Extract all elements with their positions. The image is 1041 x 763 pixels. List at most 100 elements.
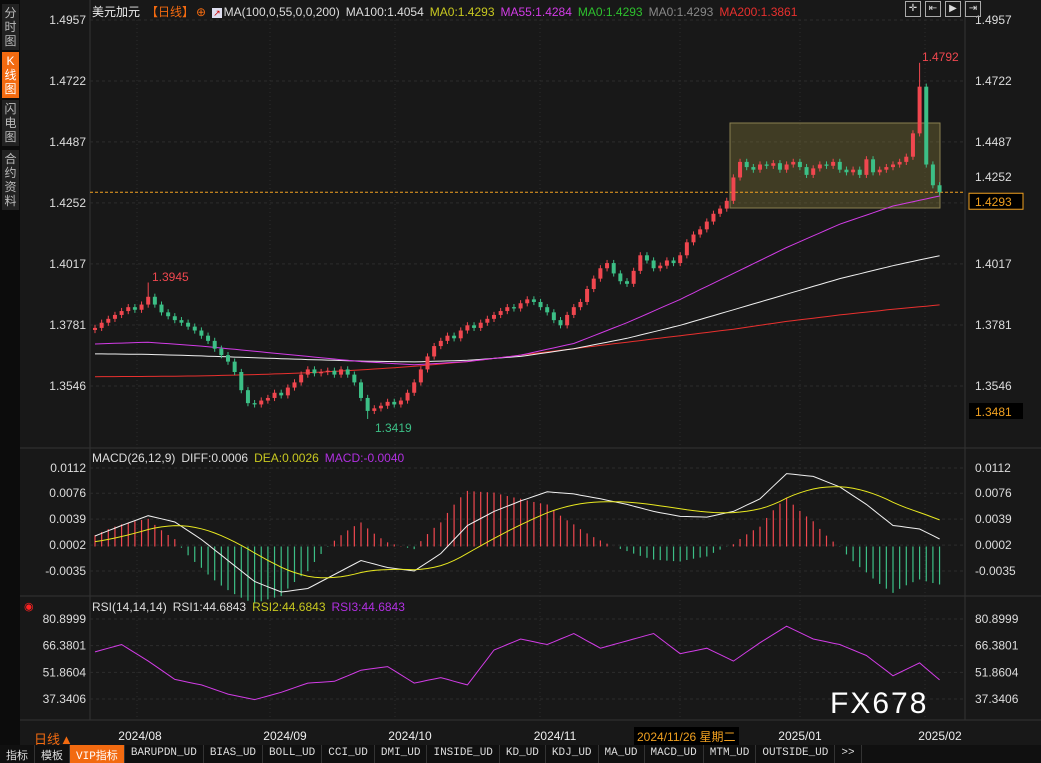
sidebar-item-kline[interactable]: K线图 <box>2 52 19 98</box>
sidebar-item-flash[interactable]: 闪电图 <box>2 100 19 146</box>
x-tick-label: 2024/10 <box>388 729 432 743</box>
candle-body <box>638 255 643 271</box>
candle-body <box>305 369 310 375</box>
ma55-value: MA55:1.4284 <box>500 5 572 19</box>
candle-body <box>937 185 942 193</box>
indicator-tab[interactable]: OUTSIDE_UD <box>756 745 836 763</box>
candle-body <box>751 167 756 170</box>
candle-body <box>398 400 403 405</box>
candle-body <box>884 167 889 170</box>
x-tick-label: 2024/08 <box>118 729 162 743</box>
indicator-tab[interactable]: MA_UD <box>599 745 645 763</box>
candle-body <box>578 301 583 308</box>
zoom-in-range-icon[interactable]: ⇤ <box>925 1 941 17</box>
price-chart[interactable]: 1.4957 1.4957 1.4722 1.4722 1.4487 1.4487 1.42… <box>0 0 1041 745</box>
candle-body <box>777 163 782 170</box>
candle-body <box>152 296 157 305</box>
macd-tick-label: 0.0112 <box>50 461 86 475</box>
candle-body <box>618 273 623 282</box>
y-tick-label: 1.4957 <box>49 13 86 27</box>
high-annotation: 1.4792 <box>922 50 959 64</box>
sidebar-item-timeshare[interactable]: 分时图 <box>2 4 19 50</box>
candle-body <box>551 312 556 321</box>
y-tick-label-right: 1.3546 <box>975 379 1012 393</box>
candle-body <box>99 322 104 328</box>
candle-body <box>279 392 284 396</box>
indicator-tab[interactable]: KDJ_UD <box>546 745 599 763</box>
price-legend: 美元加元 【日线】 ⊕ ↗ MA(100,0,55,0,0,200) MA100:1.40… <box>92 3 803 20</box>
indicator-tab[interactable]: BOLL_UD <box>263 745 323 763</box>
candle-body <box>857 169 862 175</box>
indicator-tab[interactable]: MACD_UD <box>645 745 704 763</box>
candle-body <box>698 229 703 235</box>
ma200-line <box>94 304 940 378</box>
candle-body <box>851 169 856 173</box>
jump-end-icon[interactable]: ⇥ <box>965 1 981 17</box>
ma55-line <box>94 195 940 366</box>
candle-body <box>179 320 184 323</box>
candle-body <box>565 314 570 326</box>
candle-body <box>438 340 443 347</box>
candle-body <box>285 387 290 396</box>
candle-body <box>817 164 822 169</box>
candle-body <box>119 311 124 315</box>
candle-body <box>345 369 350 375</box>
low-price-box <box>969 403 1023 419</box>
indicator-tab[interactable]: BIAS_UD <box>204 745 264 763</box>
indicator-tab[interactable]: INSIDE_UD <box>427 745 500 763</box>
sidebar-item-contract-info[interactable]: 合约资料 <box>2 150 19 210</box>
candle-body <box>319 372 324 374</box>
candle-body <box>658 265 663 269</box>
candle-body <box>831 161 836 166</box>
high-annotation: 1.3945 <box>152 270 189 284</box>
ma0-value: MA0:1.4293 <box>648 5 714 19</box>
crosshair-icon[interactable]: ✛ <box>905 1 921 17</box>
candle-body <box>265 397 270 401</box>
candle-body <box>704 221 709 230</box>
indicator-tab[interactable]: >> <box>835 745 862 763</box>
indicator-chart-icon[interactable]: ↗ <box>212 8 222 18</box>
y-tick-label-right: 1.4017 <box>975 257 1012 271</box>
indicator-tab[interactable]: 指标 <box>0 745 35 763</box>
macd-tick-label-right: 0.0112 <box>975 461 1011 475</box>
candle-body <box>605 263 610 269</box>
candle-body <box>365 397 370 411</box>
indicator-tab[interactable]: KD_UD <box>500 745 546 763</box>
y-tick-label: 1.4017 <box>49 257 86 271</box>
candle-body <box>711 213 716 222</box>
candle-body <box>498 311 503 315</box>
indicator-tab[interactable]: VIP指标 <box>70 745 125 763</box>
record-icon[interactable]: ◉ <box>24 601 34 613</box>
candle-body <box>192 326 197 331</box>
indicator-tab[interactable]: 模板 <box>35 745 70 763</box>
candle-body <box>897 161 902 165</box>
low-price-label: 1.3481 <box>975 405 1012 419</box>
candle-body <box>871 159 876 173</box>
candle-body <box>206 335 211 341</box>
candle-body <box>458 330 463 339</box>
candle-body <box>432 346 437 357</box>
candle-body <box>631 270 636 284</box>
target-icon[interactable]: ⊕ <box>196 5 207 19</box>
indicator-tab[interactable]: CCI_UD <box>322 745 375 763</box>
rsi-title: RSI(14,14,14) <box>92 600 167 614</box>
rsi-legend: RSI(14,14,14) RSI1:44.6843 RSI2:44.6843 RSI… <box>92 600 411 614</box>
candle-body <box>445 335 450 341</box>
period-selector[interactable]: 日线▲ <box>34 732 73 747</box>
cursor-date-label: 2024/11/26 星期二 <box>634 727 739 746</box>
indicator-tab[interactable]: MTM_UD <box>704 745 757 763</box>
zoom-out-range-icon[interactable]: ▶ <box>945 1 961 17</box>
last-price-box <box>968 192 1024 210</box>
macd-tick-label-right: -0.0035 <box>975 564 1016 578</box>
candle-body <box>112 314 117 319</box>
symbol-name: 美元加元 <box>92 5 141 19</box>
indicator-tab[interactable]: BARUPDN_UD <box>125 745 204 763</box>
candle-body <box>472 325 477 328</box>
candle-body <box>232 361 237 373</box>
candle-body <box>764 164 769 166</box>
candle-body <box>505 307 510 312</box>
candle-body <box>718 208 723 214</box>
candle-body <box>591 278 596 290</box>
indicator-tab[interactable]: DMI_UD <box>375 745 428 763</box>
x-tick-label: 2024/11 <box>534 729 577 743</box>
